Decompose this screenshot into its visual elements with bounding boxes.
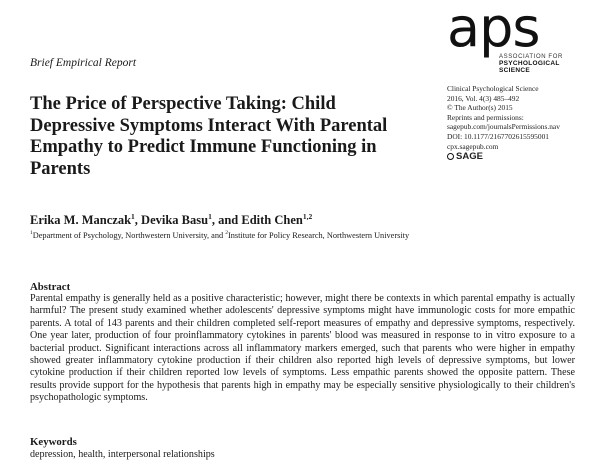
logo-mark: aps xyxy=(447,0,541,59)
affiliation-mark: 2 xyxy=(225,230,228,236)
author-affiliation-mark: 1 xyxy=(131,212,135,221)
author-name: Devika Basu xyxy=(141,213,209,228)
article-title: The Price of Perspective Taking: Child D… xyxy=(30,94,388,179)
sage-circle-icon xyxy=(447,153,454,161)
affiliation-text: Institute for Policy Research, Northwest… xyxy=(227,230,410,240)
journal-volume: 2016, Vol. 4(3) 485–492 xyxy=(447,93,520,103)
doi[interactable]: DOI: 10.1177/2167702615595001 xyxy=(447,131,549,141)
sage-logo: SAGE xyxy=(447,152,602,162)
journal-website[interactable]: cpx.sagepub.com xyxy=(447,141,499,151)
copyright: © The Author(s) 2015 xyxy=(447,103,513,113)
abstract-heading: Abstract xyxy=(30,281,71,293)
report-type-label: Brief Empirical Report xyxy=(30,57,137,69)
author-name: Edith Chen xyxy=(241,213,303,228)
keywords-body: depression, health, interpersonal relati… xyxy=(30,449,215,460)
keywords-heading: Keywords xyxy=(30,436,77,448)
author-list: Erika M. Manczak1, Devika Basu1, and Edi… xyxy=(30,212,312,228)
permissions-link[interactable]: sagepub.com/journalsPermissions.nav xyxy=(447,122,560,132)
logo-subtitle-1: ASSOCIATION FOR xyxy=(499,54,563,60)
journal-info: Clinical Psychological Science 2016, Vol… xyxy=(447,84,602,162)
affiliation-text: Department of Psychology, Northwestern U… xyxy=(32,230,226,240)
author-separator: , xyxy=(134,213,142,228)
author-name: Erika M. Manczak xyxy=(30,213,132,228)
author-affiliation-mark: 1 xyxy=(208,212,212,221)
affiliations: 1Department of Psychology, Northwestern … xyxy=(30,230,409,240)
affiliation-mark: 1 xyxy=(30,230,33,236)
aps-logo: aps ASSOCIATION FOR PSYCHOLOGICAL SCIENC… xyxy=(447,0,577,75)
logo-subtitle-2: PSYCHOLOGICAL SCIENCE xyxy=(499,60,560,74)
journal-name: Clinical Psychological Science xyxy=(447,84,539,93)
reprints-label: Reprints and permissions: xyxy=(447,112,524,122)
sage-label: SAGE xyxy=(456,151,483,163)
abstract-body: Parental empathy is generally held as a … xyxy=(30,293,575,404)
author-affiliation-mark: 1,2 xyxy=(302,212,313,221)
author-separator: , and xyxy=(211,213,242,228)
